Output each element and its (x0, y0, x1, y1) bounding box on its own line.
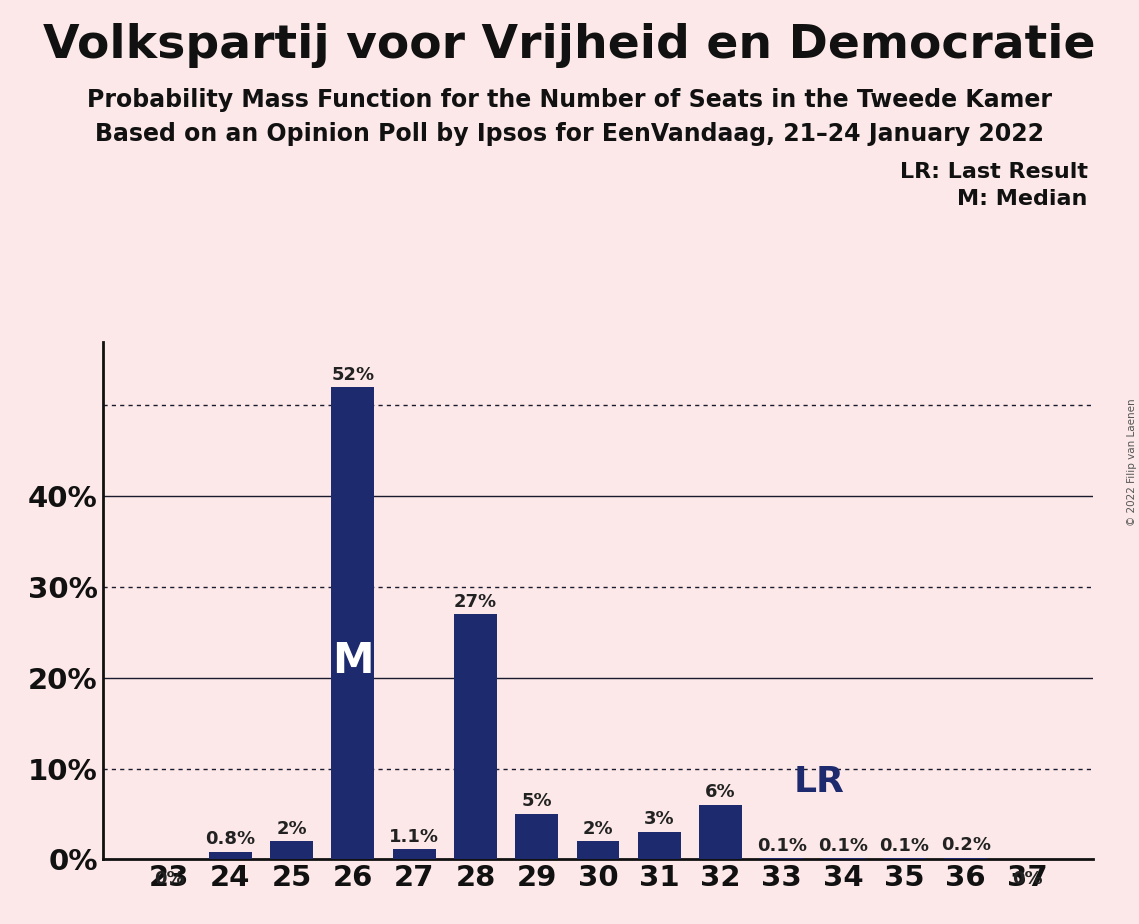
Bar (454, 614, 497, 859)
Text: 3%: 3% (644, 810, 674, 829)
Text: Volkspartij voor Vrijheid en Democratie: Volkspartij voor Vrijheid en Democratie (43, 23, 1096, 68)
Bar (270, 841, 313, 859)
Text: 6%: 6% (705, 784, 736, 801)
Text: LR: Last Result: LR: Last Result (900, 162, 1088, 182)
Text: M: M (333, 640, 374, 682)
Bar (208, 852, 252, 859)
Text: 27%: 27% (453, 592, 497, 611)
Bar (638, 833, 681, 859)
Text: 0.2%: 0.2% (941, 836, 991, 854)
Text: © 2022 Filip van Laenen: © 2022 Filip van Laenen (1126, 398, 1137, 526)
Text: LR: LR (793, 765, 844, 799)
Bar (944, 857, 988, 859)
Text: 5%: 5% (522, 792, 552, 810)
Text: 0.1%: 0.1% (756, 837, 806, 855)
Bar (515, 814, 558, 859)
Text: 0.1%: 0.1% (818, 837, 868, 855)
Text: 2%: 2% (583, 820, 613, 837)
Bar (576, 841, 620, 859)
Text: 0%: 0% (1011, 870, 1042, 888)
Bar (331, 387, 375, 859)
Text: M: Median: M: Median (958, 189, 1088, 210)
Text: 0%: 0% (154, 870, 185, 888)
Bar (393, 849, 435, 859)
Text: Based on an Opinion Poll by Ipsos for EenVandaag, 21–24 January 2022: Based on an Opinion Poll by Ipsos for Ee… (95, 122, 1044, 146)
Text: 0.1%: 0.1% (879, 837, 929, 855)
Text: 2%: 2% (277, 820, 306, 837)
Text: 1.1%: 1.1% (390, 828, 440, 845)
Text: Probability Mass Function for the Number of Seats in the Tweede Kamer: Probability Mass Function for the Number… (87, 88, 1052, 112)
Text: 52%: 52% (331, 366, 375, 383)
Bar (699, 805, 741, 859)
Text: 0.8%: 0.8% (205, 831, 255, 848)
